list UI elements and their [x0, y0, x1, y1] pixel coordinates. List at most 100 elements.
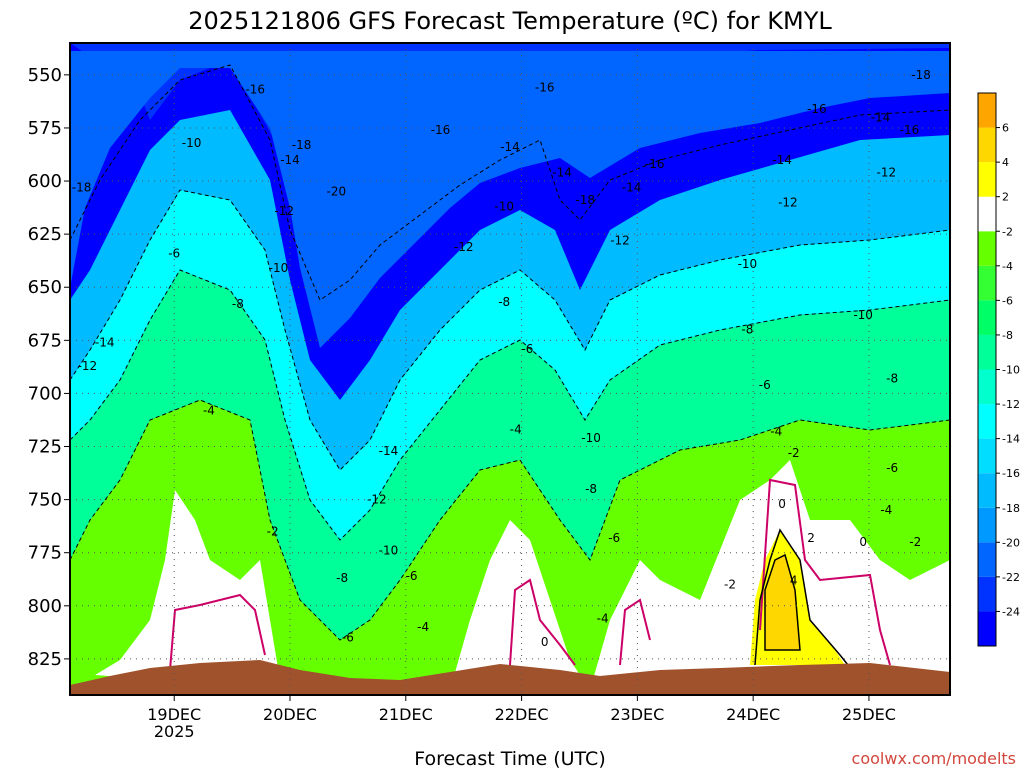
colorbar-label: -22: [1002, 571, 1020, 584]
colorbar-swatch: [978, 507, 996, 543]
contour-label: -16: [645, 157, 665, 171]
contour-label: -8: [741, 323, 753, 337]
contour-label: -18: [292, 138, 312, 152]
contour-label: -12: [78, 359, 98, 373]
contour-minus-16: [70, 64, 950, 301]
contour-label: -12: [610, 234, 630, 248]
contour-label: -10: [269, 261, 289, 275]
colorbar-label: -16: [1002, 467, 1020, 480]
colorbar-swatch: [978, 542, 996, 577]
contour-label: -8: [585, 482, 597, 496]
y-axis: 550 575 600 625 650 675 700 725 750 775 800 825: [28, 65, 70, 670]
contour-label: -4: [203, 403, 215, 417]
contour-label: 2: [807, 531, 815, 545]
band-minus-18: [70, 51, 950, 348]
grid-lines: [70, 43, 950, 695]
y-tick-label: 550: [28, 65, 62, 86]
contour-label: 4: [790, 573, 798, 587]
contour-label: -2: [267, 524, 279, 538]
contour-label: -2: [788, 446, 800, 460]
contour-label: -12: [877, 166, 897, 180]
contour-label: -14: [280, 153, 300, 167]
y-tick-label: 575: [28, 118, 62, 139]
contour-label: -14: [871, 110, 891, 124]
contour-label: -10: [853, 308, 873, 322]
colorbar-swatch: [978, 473, 996, 508]
contour-label: -10: [182, 136, 202, 150]
contour-label: -12: [454, 240, 474, 254]
contour-minus-8: [70, 269, 950, 541]
contour-label: -4: [770, 425, 782, 439]
x-axis: 19DEC 20DEC 21DEC 22DEC 23DEC 24DEC 25DEC 2025: [147, 695, 896, 741]
contour-label: -12: [274, 204, 294, 218]
contour-label: -16: [245, 83, 265, 97]
x-year-label: 2025: [154, 722, 195, 741]
contour-label: -16: [535, 81, 555, 95]
band-minus-14: [70, 110, 950, 470]
colorbar-label: -18: [1002, 502, 1020, 515]
contour-label: -16: [431, 123, 451, 137]
y-tick-label: 600: [28, 171, 62, 192]
y-tick-label: 800: [28, 596, 62, 617]
contour-label: -10: [581, 431, 601, 445]
colorbar-swatch: [978, 334, 996, 370]
y-tick-label: 750: [28, 490, 62, 511]
contour-label: 0: [859, 535, 867, 549]
colorbar-swatch: [978, 438, 996, 474]
colorbar-label: -2: [1002, 225, 1013, 238]
contour-label: -4: [880, 503, 892, 517]
contour-label: -6: [886, 461, 898, 475]
colorbar-label: -24: [1002, 605, 1020, 618]
contour-labels: -16-10-14-18-12-6-10-8-14-12-4-2-18-20-1…: [72, 68, 931, 649]
colorbar-swatch: [978, 369, 996, 405]
band-minus-12: [70, 190, 950, 540]
contour-label: -18: [575, 193, 595, 207]
contour-label: 0: [778, 497, 786, 511]
contour-label: -4: [417, 620, 429, 634]
contour-label: -14: [622, 180, 642, 194]
contour-minus-4: [70, 399, 950, 641]
colorbar-swatch: [978, 300, 996, 335]
x-tick-label: 21DEC: [379, 705, 433, 724]
y-tick-label: 725: [28, 437, 62, 458]
colorbar-label: 6: [1002, 122, 1009, 135]
y-tick-label: 650: [28, 277, 62, 298]
contour-label: -6: [168, 246, 180, 260]
band-above-0b: [450, 520, 590, 690]
contour-label: -8: [498, 295, 510, 309]
x-axis-label: Forecast Time (UTC): [414, 748, 605, 768]
x-tick-label: 19DEC: [147, 705, 201, 724]
contour-label: -14: [95, 335, 115, 349]
x-tick-label: 25DEC: [842, 705, 896, 724]
contour-label: -12: [367, 493, 387, 507]
contour-label: -16: [807, 102, 827, 116]
colorbar-label: -10: [1002, 364, 1020, 377]
chart-title: 2025121806 GFS Forecast Temperature (ºC)…: [188, 7, 832, 35]
contour-label: -8: [232, 297, 244, 311]
colorbar-label: -8: [1002, 329, 1013, 342]
colorbar-label: -20: [1002, 536, 1020, 549]
y-tick-label: 775: [28, 543, 62, 564]
x-tick-label: 20DEC: [263, 705, 317, 724]
colorbar-label: -4: [1002, 260, 1013, 273]
contour-label: -8: [336, 571, 348, 585]
contour-label: -6: [608, 531, 620, 545]
y-tick-label: 675: [28, 330, 62, 351]
colorbar-swatch: [978, 162, 996, 197]
contour-label: -18: [72, 180, 92, 194]
y-tick-label: 625: [28, 224, 62, 245]
contour-minus-12: [70, 189, 950, 471]
contour-label: -18: [911, 68, 931, 82]
x-tick-label: 23DEC: [610, 705, 664, 724]
plot-frame: [69, 42, 951, 696]
contour-label: -4: [510, 423, 522, 437]
contour-label: -10: [379, 544, 399, 558]
contour-label: -10: [738, 257, 758, 271]
colorbar-label: -12: [1002, 398, 1020, 411]
colorbar-label: -6: [1002, 294, 1013, 307]
x-tick-label: 22DEC: [495, 705, 549, 724]
contour-label: -8: [886, 372, 898, 386]
ground-surface: [70, 660, 950, 695]
